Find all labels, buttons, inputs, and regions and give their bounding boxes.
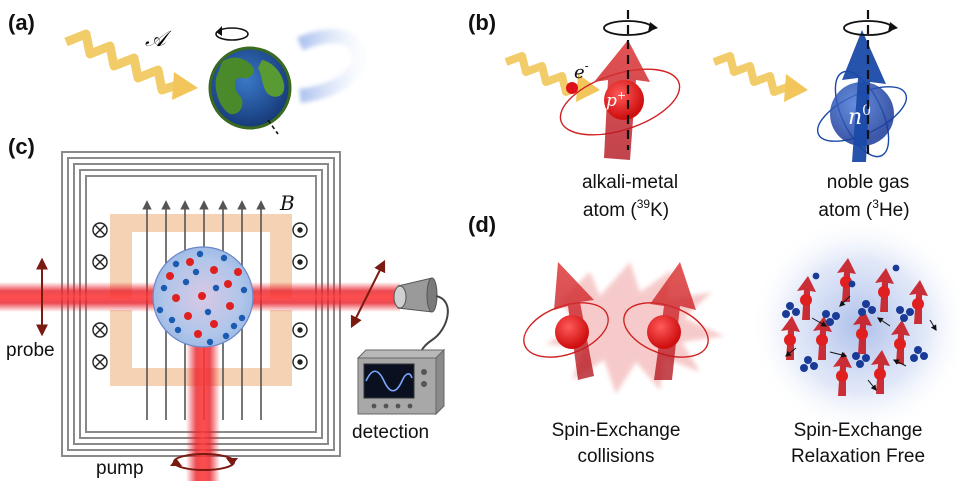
noble-caption-prefix: atom ( bbox=[818, 200, 873, 221]
incoming-wave-icon bbox=[64, 29, 182, 95]
probe-label: probe bbox=[6, 340, 55, 361]
oscilloscope-icon bbox=[356, 348, 446, 416]
earth-axis bbox=[267, 119, 279, 135]
alkali-precession-arrowhead-icon bbox=[648, 22, 658, 32]
panel-c: (c) B bbox=[0, 134, 449, 481]
collision-atom-right bbox=[647, 315, 681, 349]
proton-symbol: p bbox=[606, 91, 617, 111]
noble-wave-arrowhead-icon bbox=[784, 74, 808, 102]
field-symbol: 𝒜 bbox=[145, 27, 172, 52]
alkali-nucleus bbox=[604, 80, 644, 120]
cell-atoms-red bbox=[166, 258, 242, 338]
panel-a: (a) 𝒜 bbox=[8, 10, 367, 135]
alkali-electron bbox=[566, 82, 578, 94]
noble-caption-2: atom (3He) bbox=[818, 197, 909, 221]
alkali-symbol: K) bbox=[650, 200, 669, 221]
neutron-sup: 0 bbox=[862, 103, 871, 119]
neutron-symbol: n bbox=[848, 105, 862, 130]
alkali-mass: 39 bbox=[637, 197, 651, 211]
earth-continent-2 bbox=[258, 60, 285, 97]
electron-symbol: e bbox=[574, 62, 585, 83]
noble-precession-arrowhead-icon bbox=[888, 22, 898, 32]
serf-blue-atoms bbox=[782, 264, 928, 372]
collision-atom-left bbox=[555, 315, 589, 349]
coil-current-into-icons bbox=[92, 222, 108, 370]
serf-glow bbox=[750, 216, 961, 436]
cell-atoms-blue bbox=[156, 250, 248, 346]
collision-caption-1: Spin-Exchange bbox=[552, 420, 681, 441]
alkali-caption-1: alkali-metal bbox=[582, 172, 678, 193]
svg-text:p+: p+ bbox=[606, 89, 626, 111]
noble-mass: 3 bbox=[872, 197, 879, 211]
wave-arrowhead-icon bbox=[172, 72, 198, 100]
noble-caption-1: noble gas bbox=[827, 172, 909, 193]
svg-text:n0: n0 bbox=[848, 103, 871, 130]
panel-b-label: (b) bbox=[468, 10, 496, 35]
panel-d-label: (d) bbox=[468, 212, 496, 237]
alkali-wave-icon bbox=[504, 52, 584, 96]
proton-sup: + bbox=[617, 89, 626, 102]
noble-atom: n0 bbox=[816, 10, 908, 162]
alkali-caption-2: atom (39K) bbox=[583, 197, 669, 221]
output-polarization-icon bbox=[350, 259, 386, 329]
alkali-wave-arrowhead-icon bbox=[576, 74, 600, 102]
rotation-arrowhead-icon bbox=[216, 26, 222, 36]
alkali-atom: p+ e- bbox=[559, 10, 681, 160]
noble-symbol: He) bbox=[879, 200, 910, 221]
detection-label: detection bbox=[352, 422, 429, 443]
alkali-caption-prefix: atom ( bbox=[583, 200, 638, 221]
panel-a-label: (a) bbox=[8, 10, 35, 35]
earth-continent bbox=[215, 57, 255, 115]
serf-caption-2: Relaxation Free bbox=[791, 446, 925, 467]
oscilloscope-trace bbox=[365, 370, 413, 392]
noble-spin-arrow-icon bbox=[842, 30, 886, 162]
pump-label: pump bbox=[96, 458, 144, 479]
rotation-arrow-icon bbox=[215, 27, 249, 41]
collision-illustration bbox=[523, 262, 724, 394]
field-label-b: B bbox=[279, 191, 295, 215]
swirl-trail bbox=[297, 29, 367, 103]
serf-caption-1: Spin-Exchange bbox=[794, 420, 923, 441]
panel-d: (d) Spin-Exchange collisions bbox=[468, 212, 961, 467]
pump-polarization-arrowhead-icon bbox=[170, 458, 182, 466]
pump-polarization-arrowhead-icon-2 bbox=[226, 458, 238, 466]
serf-red-spins bbox=[781, 258, 928, 396]
panel-b: (b) p+ e- alkali-metal atom (39K) bbox=[468, 10, 910, 221]
serf-motion-arrows bbox=[785, 295, 937, 391]
noble-wave-icon bbox=[712, 52, 792, 96]
collision-caption-2: collisions bbox=[577, 446, 654, 467]
coil-current-out-icons bbox=[292, 222, 308, 370]
serf-illustration bbox=[750, 216, 961, 436]
electron-sup: - bbox=[585, 59, 589, 73]
svg-text:e-: e- bbox=[574, 59, 589, 83]
panel-c-label: (c) bbox=[8, 134, 35, 159]
